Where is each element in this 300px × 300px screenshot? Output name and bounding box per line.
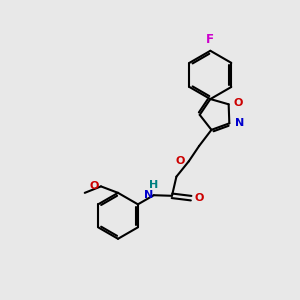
Text: H: H: [149, 180, 158, 190]
Text: N: N: [235, 118, 244, 128]
Text: N: N: [144, 190, 153, 200]
Text: F: F: [206, 33, 214, 46]
Text: O: O: [89, 182, 99, 191]
Text: O: O: [176, 156, 185, 167]
Text: O: O: [195, 193, 204, 203]
Text: O: O: [234, 98, 243, 108]
